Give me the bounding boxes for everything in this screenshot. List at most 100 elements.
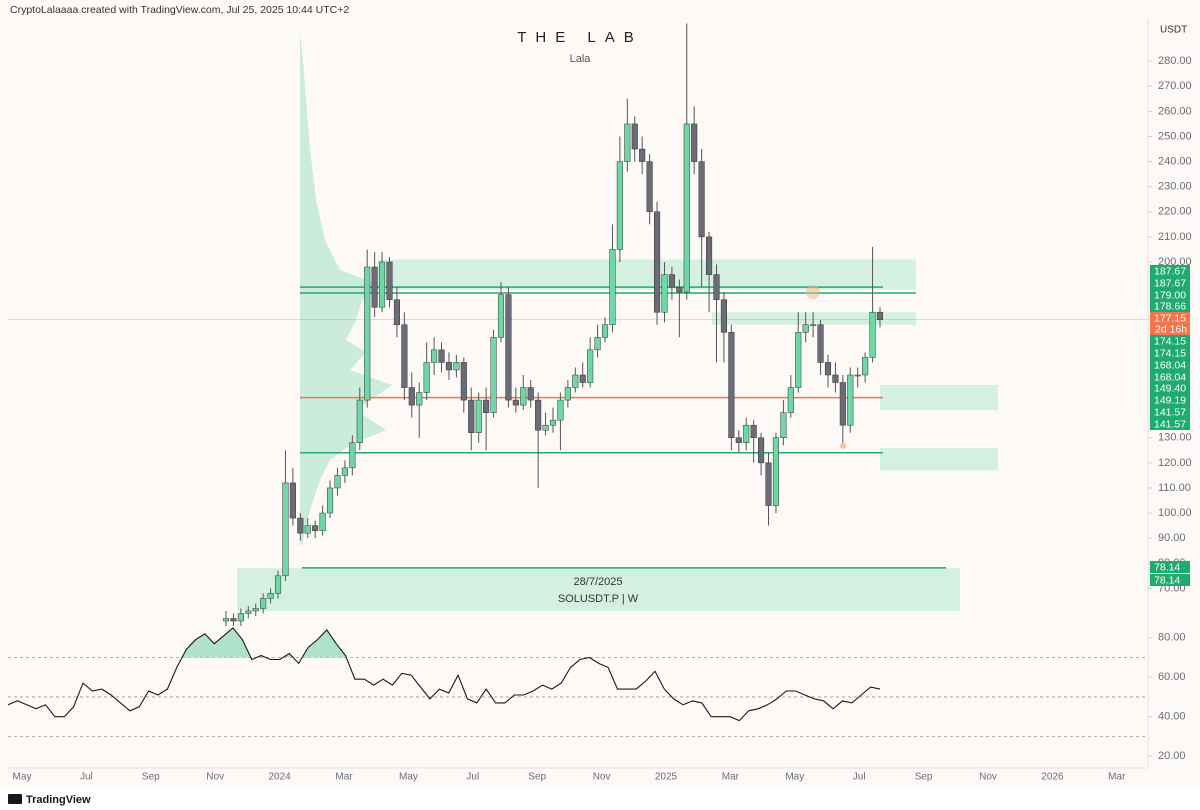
current-price-badge-label: 177.15 [1154,312,1186,324]
candle-body [594,337,601,351]
price-badge-label: 141.57 [1154,418,1186,430]
candle-body [668,274,675,288]
price-badge-label: 78.14 [1154,561,1180,573]
countdown-label: 2d 16h [1155,323,1187,335]
candle-body [371,266,378,308]
price-badge [1150,359,1190,371]
candle-body [282,482,289,577]
candle-body [676,286,683,293]
price-badge [1150,574,1190,586]
x-tick-label: 2025 [655,772,678,783]
y-tick-label: 270.00 [1158,80,1192,92]
highlight [840,443,846,449]
candle-body [445,362,453,371]
x-tick-label: Jul [80,772,93,783]
x-tick-label: Sep [528,772,546,783]
candle-body [393,299,400,326]
candle-body [356,399,363,444]
candle-body [237,613,244,622]
currency: USDT [1160,25,1187,36]
candle-body [416,392,423,406]
x-tick-label: May [399,772,418,783]
price-badge [1150,300,1190,312]
price-badge [1150,394,1190,406]
candle-body [854,374,861,377]
candle-body [326,487,334,514]
candle-body [334,475,341,489]
price-badge [1150,289,1190,301]
candle-body [698,161,705,238]
price-badge [1150,265,1190,277]
candle-body [601,324,609,338]
candle-body [631,123,638,150]
price-badge [1150,277,1190,289]
candle-body [379,261,386,308]
candle-body [453,362,460,371]
countdown-badge [1150,323,1190,335]
candle-body [847,374,854,426]
candle-body [349,442,356,469]
candle-body [735,437,742,444]
x-tick-label: 2026 [1041,772,1064,783]
candle-body [319,512,326,531]
candle-body [772,437,780,506]
candle-body [691,123,698,162]
candle-body [535,399,542,431]
price-badge [1150,347,1190,359]
candle-body [824,362,832,376]
candle-body [587,349,594,383]
zone [880,385,998,411]
price-badge-label: 149.40 [1154,382,1186,394]
price-badge [1150,561,1190,573]
logo [8,794,22,804]
candle-body [542,424,549,431]
candle-body [839,382,846,426]
candle-body [245,610,252,614]
candle-body [505,294,512,401]
candle-body [483,399,490,413]
candle-body [401,324,408,388]
y-tick-label: 220.00 [1158,206,1192,218]
candle-body [758,437,765,464]
price-badge [1150,418,1190,430]
candle-body [616,161,623,250]
candle-body [609,249,616,326]
candle-body [639,148,646,162]
candle-body [460,362,467,401]
annotation: SOLUSDT.P | W [558,593,639,605]
candle-body [520,387,527,406]
candle-body [222,618,230,622]
price-badge-label: 149.19 [1154,394,1186,406]
candle-body [765,462,772,506]
price-badge-label: 141.57 [1154,406,1186,418]
candle-body [431,349,438,363]
candle-body [267,593,274,599]
y-tick-label: 250.00 [1158,130,1192,142]
x-tick-label: Mar [722,772,740,783]
highlight [806,285,820,299]
candle-body [720,299,727,333]
x-tick-label: Sep [915,772,933,783]
y-tick-label: 200.00 [1158,256,1192,268]
candle-body [802,324,809,333]
candle-body [869,311,876,358]
candle-body [252,608,259,612]
x-tick-label: Nov [593,772,611,783]
candle-body [438,349,445,363]
candle-body [810,324,817,327]
candle-body [289,482,296,519]
candle-body [304,525,311,534]
x-tick-label: Jul [466,772,479,783]
price-badge [1150,371,1190,383]
candle-body [683,123,690,293]
candle-body [230,618,237,622]
plot [8,23,1148,627]
zones [237,259,998,611]
candle-body [490,337,497,413]
zone [712,312,916,325]
rsi-tick-label: 80.00 [1158,632,1186,644]
candle-body [468,399,475,433]
candle-body [549,419,557,426]
price-badge [1150,382,1190,394]
